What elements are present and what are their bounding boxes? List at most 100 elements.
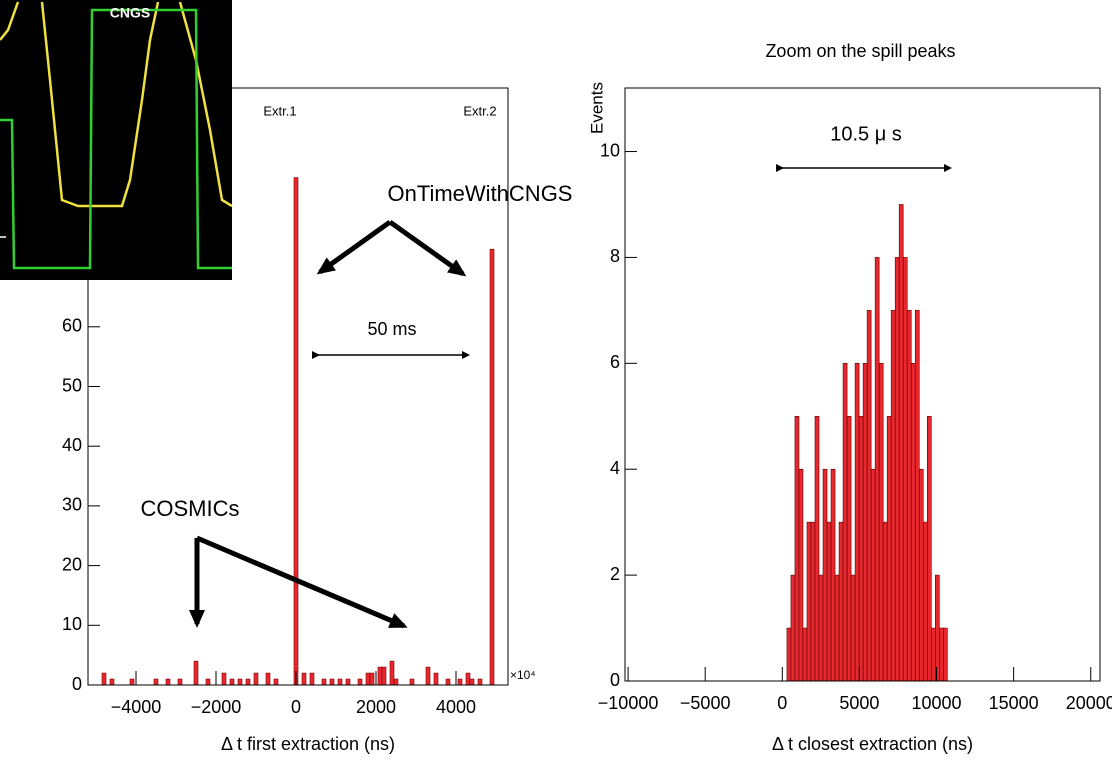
green-trace [0,8,232,270]
x-tick-label: −10000 [598,693,659,713]
y-tick-label: 4 [610,458,620,478]
bar [293,177,299,686]
histogram-bar [939,627,944,682]
bar [369,672,375,686]
histogram-bar [866,310,872,682]
histogram-bar [842,363,848,682]
bar [309,672,315,686]
histogram-bar [826,521,832,682]
bar [357,678,363,686]
x-tick-label: 10000 [911,693,961,713]
histogram-bar [854,363,860,682]
bar [177,678,183,686]
y-tick-label: 10 [62,614,82,634]
y-tick-label: 50 [62,375,82,395]
y-tick-label: 30 [62,495,82,515]
arrow [316,219,392,275]
histogram-bar [910,363,916,682]
bar [457,678,463,686]
bar [221,672,227,686]
bar [245,678,251,686]
x-tick-label: 4000 [436,697,476,717]
histogram-bar [934,574,940,682]
histogram-bar [814,415,820,682]
y-tick-label: 20 [62,554,82,574]
bar [465,672,471,686]
histogram-bar [818,574,824,682]
arrow [388,219,467,277]
x-tick-label: 0 [291,697,301,717]
x-axis-label: Δ t first extraction (ns) [221,734,395,754]
bar [301,672,307,686]
x-tick-label: −5000 [680,693,731,713]
histogram-bar [902,257,908,682]
histogram-bar [930,627,936,682]
histogram-bar [922,521,928,682]
y-tick-label: 0 [72,674,82,694]
chart-title: Zoom on the spill peaks [765,41,955,61]
histogram-bar [786,627,792,682]
bar [321,678,327,686]
histogram-bar [886,415,892,682]
histogram-bar [810,521,816,682]
annotation: COSMICs [141,496,240,521]
y-tick-label: 60 [62,316,82,336]
bar [205,678,211,686]
histogram-bar [898,204,904,682]
annotation: Extr.1 [263,103,296,118]
histogram-bar [943,627,948,682]
bar [229,678,235,686]
bar [389,660,395,686]
y-tick-label: 40 [62,435,82,455]
bar [445,678,451,686]
oscilloscope-inset: CNGS [0,0,233,280]
bar [329,678,335,686]
histogram-bar [858,415,864,682]
x-axis-label: Δ t closest extraction (ns) [772,734,973,754]
bar [433,672,439,686]
bar [101,672,107,686]
bar [129,678,135,686]
x-tick-label: 0 [777,693,787,713]
bar [489,248,495,686]
y-tick-label: 0 [610,670,620,690]
bar [109,678,115,686]
y-tick-label: 8 [610,246,620,266]
histogram-bar [874,257,880,682]
x-tick-label: 5000 [839,693,879,713]
bar [469,678,475,686]
histogram-bar [926,415,932,682]
histogram-bar [890,310,896,682]
annotation: Extr.2 [463,103,496,118]
annotation: 10.5 μ s [830,123,902,145]
histogram-bar [846,415,852,682]
x-multiplier: ×10⁴ [510,668,536,682]
bar [477,678,483,686]
bar [265,672,271,686]
histogram-bar [882,521,888,682]
histogram-bar [850,574,856,682]
histogram-bar [790,574,796,682]
bar [165,678,171,686]
bar [273,678,279,686]
histogram-bar [914,310,920,682]
histogram-bar [862,363,868,682]
histogram-bar [794,415,800,682]
histogram-bar [798,468,804,682]
histogram-bar [878,363,884,682]
histogram-bar [802,627,808,682]
bar [409,678,415,686]
bar [425,666,431,686]
bar [381,666,387,686]
y-tick-label: 2 [610,564,620,584]
annotation: 50 ms [367,319,416,339]
bar [345,678,351,686]
arrow [196,535,408,629]
x-tick-label: −4000 [111,697,162,717]
yellow-trace [0,1,233,208]
histogram-bar [906,310,912,682]
bar [377,666,383,686]
